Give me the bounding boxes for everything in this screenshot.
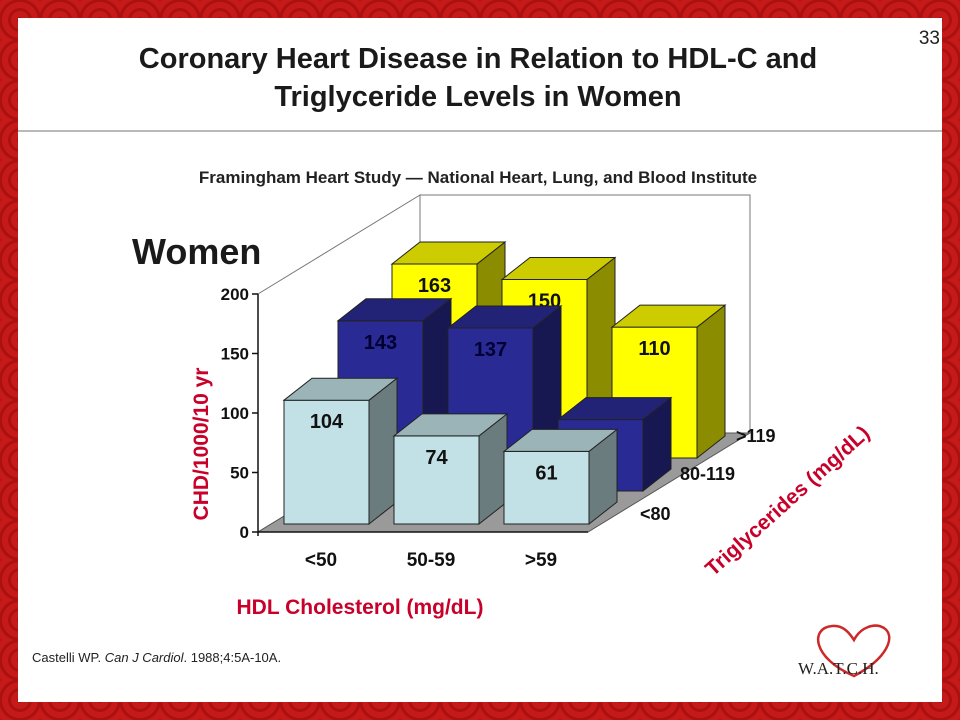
heart-icon (816, 624, 891, 678)
y-tick-label: 150 (221, 345, 249, 364)
bar-top (336, 298, 453, 322)
bar-top (502, 428, 619, 452)
bar-value-label: 110 (638, 338, 670, 360)
bar-value-label: 74 (425, 447, 448, 469)
x-tick-label: <50 (305, 550, 337, 571)
bar-side (696, 304, 726, 460)
bar-value-label: 163 (418, 275, 451, 297)
y-tick-label: 100 (221, 404, 249, 423)
y-tick-label: 50 (230, 464, 249, 483)
bar-front (503, 450, 590, 525)
bar-top (500, 257, 617, 280)
bar-value-label: 143 (364, 332, 397, 354)
bar-top (282, 377, 399, 401)
y-tick-label: 200 (221, 285, 249, 304)
slide-panel: Coronary Heart Disease in Relation to HD… (18, 18, 942, 702)
citation-details: . 1988;4:5A-10A. (183, 650, 282, 665)
chart-3d-bar: 050100150200163150110143137601047461<505… (132, 194, 874, 619)
depth-tick-label: 80-119 (680, 464, 735, 484)
x-tick-label: 50-59 (407, 550, 456, 571)
bar-top (446, 305, 563, 329)
citation: Castelli WP. Can J Cardiol. 1988;4:5A-10… (32, 650, 281, 665)
title-line-2: Triglyceride Levels in Women (274, 81, 682, 113)
slide-number: 33 (918, 28, 940, 49)
title-area: Coronary Heart Disease in Relation to HD… (18, 18, 942, 132)
chart-title: Women (132, 231, 261, 272)
bar-side (368, 377, 398, 526)
depth-tick-label: >119 (736, 426, 776, 446)
bar-top (390, 241, 507, 265)
bar-value-label: 61 (535, 462, 557, 484)
bar-value-label: 104 (310, 411, 344, 433)
bar-value-label: 137 (474, 339, 507, 361)
bar-top (392, 413, 509, 437)
logo-text: W.A.T.C.H. (798, 659, 879, 678)
y-tick-label: 0 (240, 523, 249, 542)
watch-logo: W.A.T.C.H. (798, 624, 891, 678)
y-axis-title: CHD/1000/10 yr (190, 368, 213, 521)
bar-front (283, 399, 370, 525)
citation-author: Castelli WP. (32, 650, 105, 665)
title-line-1: Coronary Heart Disease in Relation to HD… (138, 43, 818, 75)
chart-subtitle: Framingham Heart Study — National Heart,… (198, 168, 758, 187)
depth-tick-label: <80 (640, 504, 671, 524)
bar-front (393, 435, 480, 525)
citation-journal: Can J Cardiol (104, 650, 184, 665)
bar-top (556, 397, 673, 421)
x-tick-label: >59 (525, 550, 557, 571)
slide-title: Coronary Heart Disease in Relation to HD… (38, 40, 918, 116)
x-axis-title: HDL Cholesterol (mg/dL) (237, 596, 484, 619)
bar-top (610, 304, 727, 328)
